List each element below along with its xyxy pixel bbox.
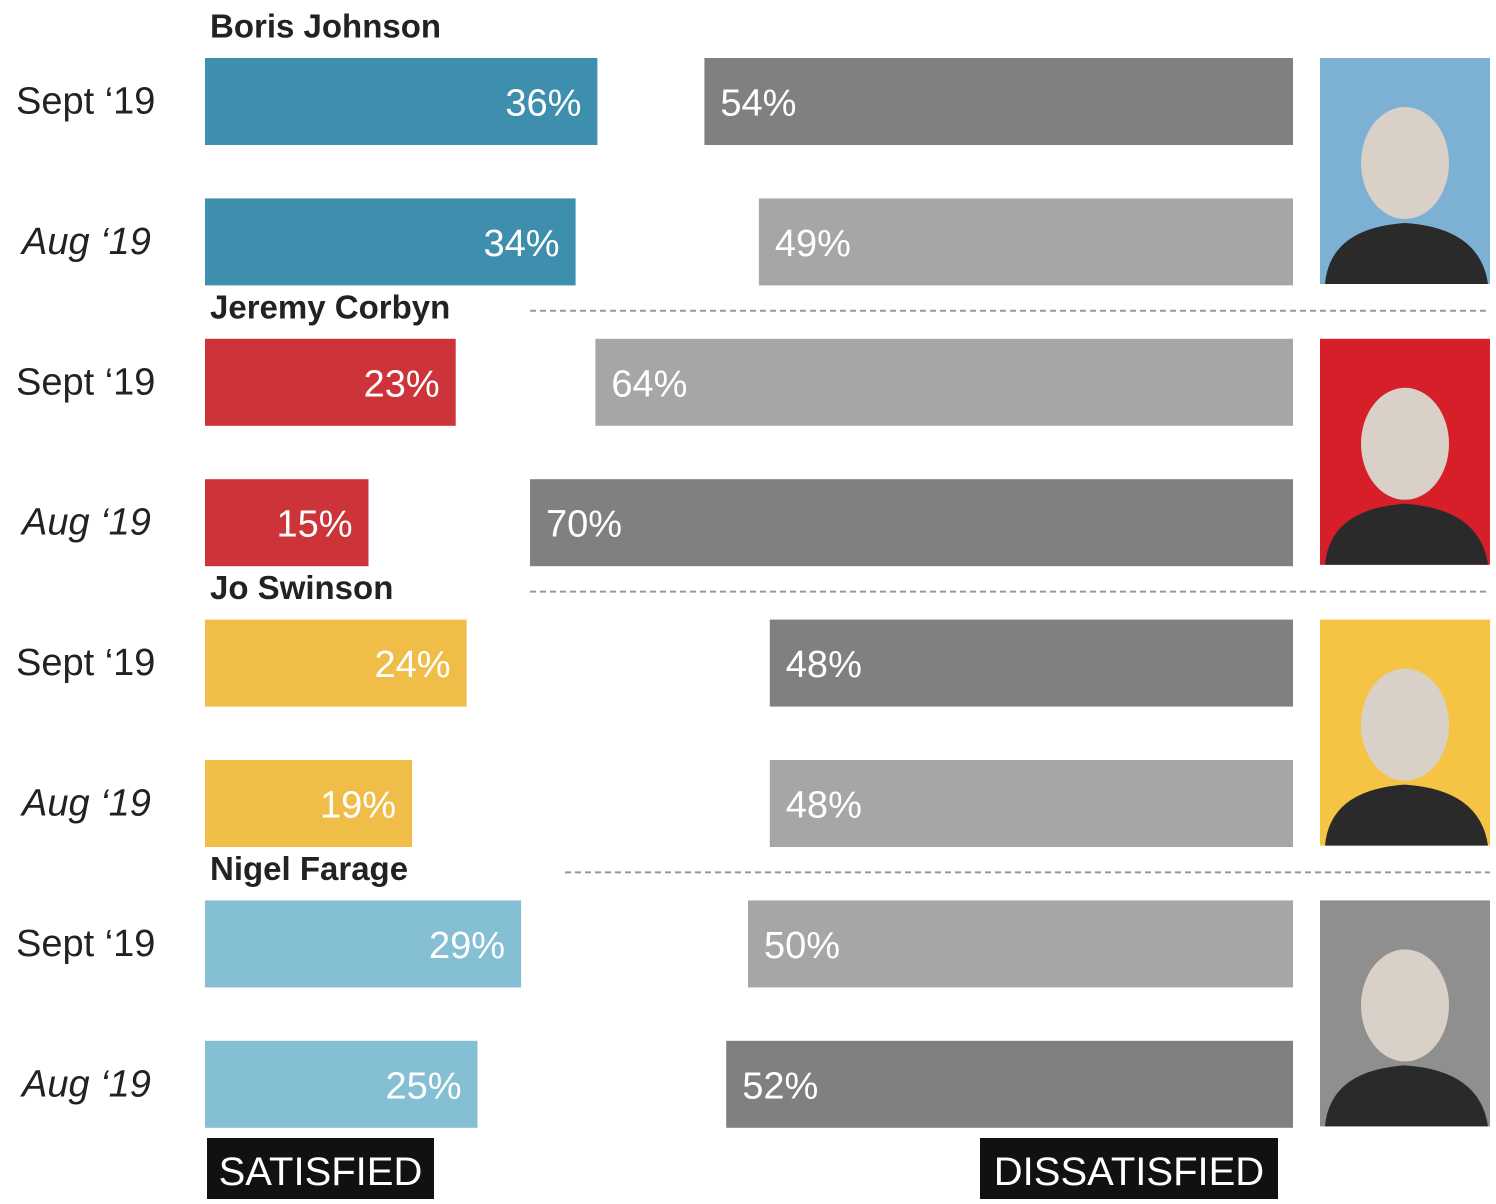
satisfied-value-label: 23% [364, 363, 440, 405]
satisfied-bar [205, 198, 576, 286]
photo-head [1361, 949, 1449, 1062]
satisfied-value-label: 36% [505, 83, 581, 125]
dissatisfied-bar [748, 900, 1293, 988]
legend-box [207, 1138, 434, 1199]
satisfied-bar [205, 58, 598, 145]
period-label: Sept ‘19 [16, 81, 155, 123]
photo-body [1325, 223, 1488, 284]
satisfied-value-label: 25% [385, 1065, 461, 1107]
period-label: Sept ‘19 [16, 361, 155, 403]
legend-box [980, 1138, 1278, 1199]
satisfied-value-label: 24% [375, 644, 451, 686]
period-label: Aug ‘19 [20, 1063, 151, 1105]
photo-body [1325, 784, 1488, 846]
photo-head [1361, 668, 1449, 781]
photo-head [1361, 387, 1449, 500]
satisfied-bar [205, 760, 413, 847]
dissatisfied-bar [704, 58, 1293, 145]
leader-name: Nigel Farage [210, 850, 408, 887]
dissatisfied-bar [769, 619, 1293, 707]
dissatisfied-value-label: 54% [720, 83, 796, 125]
dissatisfied-value-label: 52% [742, 1065, 818, 1107]
satisfied-value-label: 15% [276, 504, 352, 546]
satisfied-value-label: 19% [320, 785, 396, 827]
satisfied-bar [205, 900, 522, 988]
dissatisfied-value-label: 48% [786, 785, 862, 827]
dissatisfied-bar [530, 479, 1293, 567]
satisfied-bar [205, 1040, 478, 1128]
dissatisfied-bar [726, 1040, 1293, 1128]
satisfied-value-label: 34% [484, 223, 560, 265]
satisfied-bar [205, 619, 467, 707]
dissatisfied-value-label: 49% [775, 223, 851, 265]
legend-label: DISSATISFIED [994, 1150, 1264, 1194]
satisfied-bar [205, 479, 369, 567]
leader-name: Jeremy Corbyn [210, 288, 450, 325]
dissatisfied-bar [769, 760, 1293, 847]
leader-photo [1320, 619, 1490, 846]
period-label: Aug ‘19 [20, 221, 151, 263]
period-label: Aug ‘19 [20, 502, 151, 544]
leader-photo [1320, 900, 1490, 1127]
period-label: Aug ‘19 [20, 783, 151, 825]
leader-name: Boris Johnson [210, 8, 441, 45]
photo-body [1325, 1065, 1488, 1127]
satisfied-bar [205, 338, 456, 426]
dissatisfied-bar [595, 338, 1293, 426]
dissatisfied-value-label: 70% [546, 504, 622, 546]
dissatisfied-value-label: 64% [611, 363, 687, 405]
photo-body [1325, 503, 1488, 565]
leader-photo [1320, 58, 1490, 284]
period-label: Sept ‘19 [16, 923, 155, 965]
dissatisfied-value-label: 48% [786, 644, 862, 686]
period-label: Sept ‘19 [16, 642, 155, 684]
legend-label: SATISFIED [219, 1150, 423, 1194]
dissatisfied-bar [758, 198, 1293, 286]
satisfied-value-label: 29% [429, 925, 505, 967]
leader-photo [1320, 338, 1490, 565]
leader-name: Jo Swinson [210, 569, 393, 606]
photo-head [1361, 107, 1449, 219]
dissatisfied-value-label: 50% [764, 925, 840, 967]
